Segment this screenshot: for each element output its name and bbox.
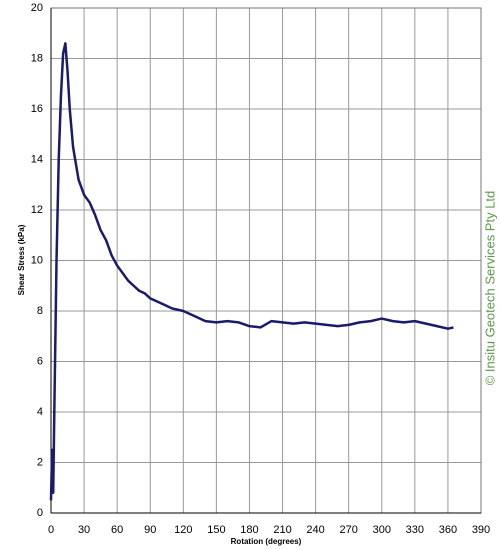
y-tick-label: 14: [31, 153, 43, 165]
x-tick-label: 120: [174, 524, 192, 536]
x-tick-label: 360: [439, 524, 457, 536]
x-tick-label: 210: [273, 524, 291, 536]
x-tick-label: 90: [144, 524, 156, 536]
y-tick-label: 10: [31, 254, 43, 266]
copyright-annotation: © Insitu Geotech Services Pty Ltd: [482, 191, 497, 386]
x-axis-label: Rotation (degrees): [231, 537, 302, 546]
x-tick-label: 240: [306, 524, 324, 536]
y-tick-label: 2: [37, 456, 43, 468]
y-tick-label: 20: [31, 2, 43, 14]
y-tick-label: 8: [37, 305, 43, 317]
y-tick-label: 16: [31, 103, 43, 115]
x-tick-label: 0: [48, 524, 54, 536]
y-tick-label: 0: [37, 507, 43, 519]
x-tick-label: 390: [472, 524, 490, 536]
y-tick-label: 4: [37, 406, 43, 418]
data-line: [49, 42, 454, 501]
y-axis-label: Shear Stress (kPa): [17, 224, 26, 295]
y-tick-label: 6: [37, 355, 43, 367]
x-tick-label: 300: [373, 524, 391, 536]
y-tick-label: 12: [31, 204, 43, 216]
x-tick-label: 30: [78, 524, 90, 536]
x-tick-label: 60: [111, 524, 123, 536]
x-tick-label: 270: [340, 524, 358, 536]
x-tick-label: 180: [240, 524, 258, 536]
y-tick-label: 18: [31, 52, 43, 64]
x-tick-label: 330: [406, 524, 424, 536]
x-tick-label: 150: [207, 524, 225, 536]
